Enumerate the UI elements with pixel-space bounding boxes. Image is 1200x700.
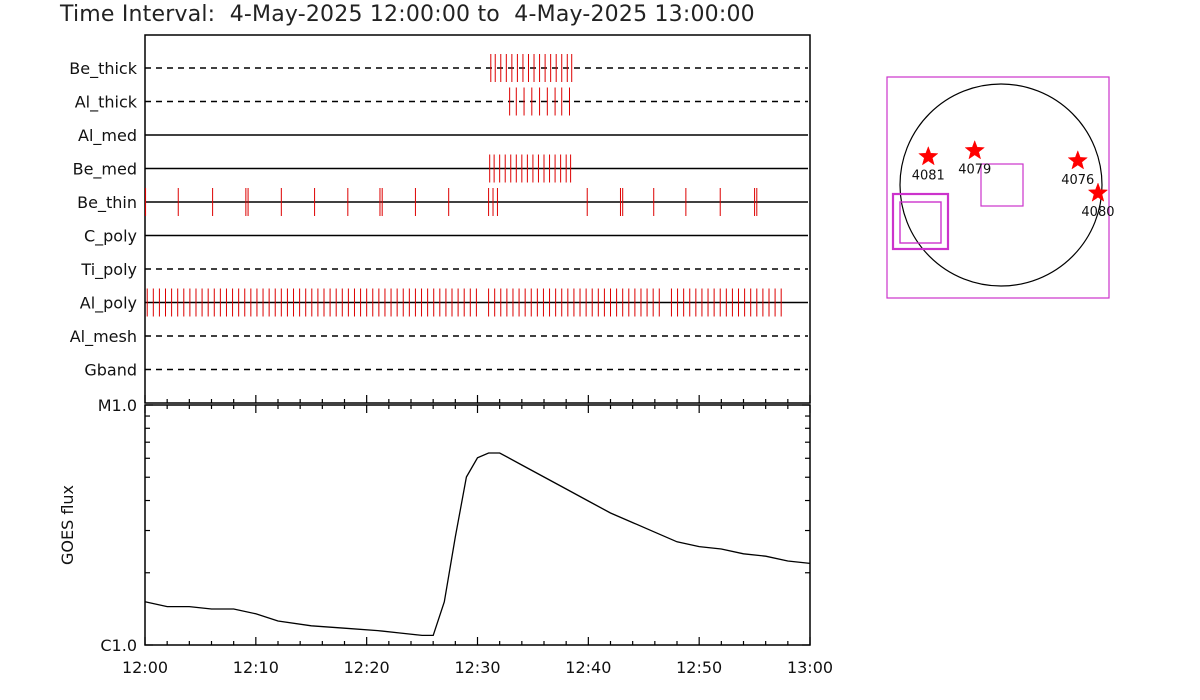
timeline-row-be-med: Be_med: [73, 154, 808, 183]
active-region-4079: 4079: [958, 139, 991, 178]
goes-flux-panel: 12:00 12:10 12:20 12:30 12:40 12:50 13:00 M1.0 C…: [58, 395, 833, 677]
active-region-4080: 4080: [1081, 182, 1115, 220]
timeline-row-be-thin: Be_thin: [77, 188, 808, 216]
timeline-frame: [144, 34, 811, 404]
fov-box-center: [980, 163, 1024, 207]
row-label: Al_med: [78, 126, 137, 146]
y-tick-label-bottom: C1.0: [100, 636, 137, 655]
row-label: Gband: [84, 361, 137, 380]
y-tick-label-top: M1.0: [98, 396, 137, 415]
timeline-row-gband: Gband: [84, 361, 808, 380]
timeline-row-c-poly: C_poly: [84, 227, 808, 247]
region-label: 4080: [1081, 205, 1114, 220]
row-label: Al_poly: [80, 294, 137, 314]
region-label: 4076: [1061, 173, 1094, 188]
fov-box-limb-outer: [891, 192, 950, 251]
timeline-row-be-thick: Be_thick: [69, 54, 808, 82]
filter-timeline-panel: Be_thick Al_thick Al_med Be_med Be_thin C_pol…: [69, 34, 811, 404]
x-tick-label: 12:50: [676, 658, 722, 677]
solar-disk-map: 4081 4079 4076 4080: [886, 76, 1115, 299]
timeline-row-al-mesh: Al_mesh: [70, 327, 808, 347]
row-label: Ti_poly: [80, 260, 137, 280]
active-region-4076: 4076: [1061, 150, 1094, 188]
fov-box-limb-inner: [899, 201, 942, 244]
row-label: C_poly: [84, 227, 137, 247]
region-star-marker: [964, 139, 985, 160]
timeline-row-al-poly: Al_poly: [80, 288, 808, 317]
region-star-marker: [1067, 150, 1088, 170]
x-tick-label: 13:00: [787, 658, 833, 677]
row-label: Al_thick: [75, 93, 138, 113]
region-star-marker: [1087, 182, 1109, 202]
timeline-row-al-med: Al_med: [78, 126, 808, 146]
active-region-4081: 4081: [912, 145, 945, 184]
goes-frame: [144, 404, 811, 646]
row-label: Be_thick: [69, 59, 137, 79]
timeline-row-ti-poly: Ti_poly: [80, 260, 808, 280]
region-star-marker: [918, 145, 939, 166]
x-tick-label: 12:40: [565, 658, 611, 677]
goes-flux-line: [144, 452, 811, 637]
solar-limb: [899, 83, 1103, 287]
x-tick-label: 12:20: [344, 658, 390, 677]
timeline-row-al-thick: Al_thick: [75, 87, 808, 116]
row-label: Al_mesh: [70, 327, 137, 347]
x-tick-label: 12:30: [454, 658, 500, 677]
x-tick-label: 12:00: [122, 658, 168, 677]
x-tick-label: 12:10: [233, 658, 279, 677]
region-label: 4079: [958, 163, 991, 178]
chart-title: Time Interval: 4-May-2025 12:00:00 to 4-…: [60, 2, 755, 27]
y-axis-label: GOES flux: [58, 485, 77, 565]
fov-outer-box: [886, 76, 1110, 299]
row-label: Be_med: [73, 160, 137, 180]
region-label: 4081: [912, 169, 945, 184]
row-label: Be_thin: [77, 193, 137, 213]
